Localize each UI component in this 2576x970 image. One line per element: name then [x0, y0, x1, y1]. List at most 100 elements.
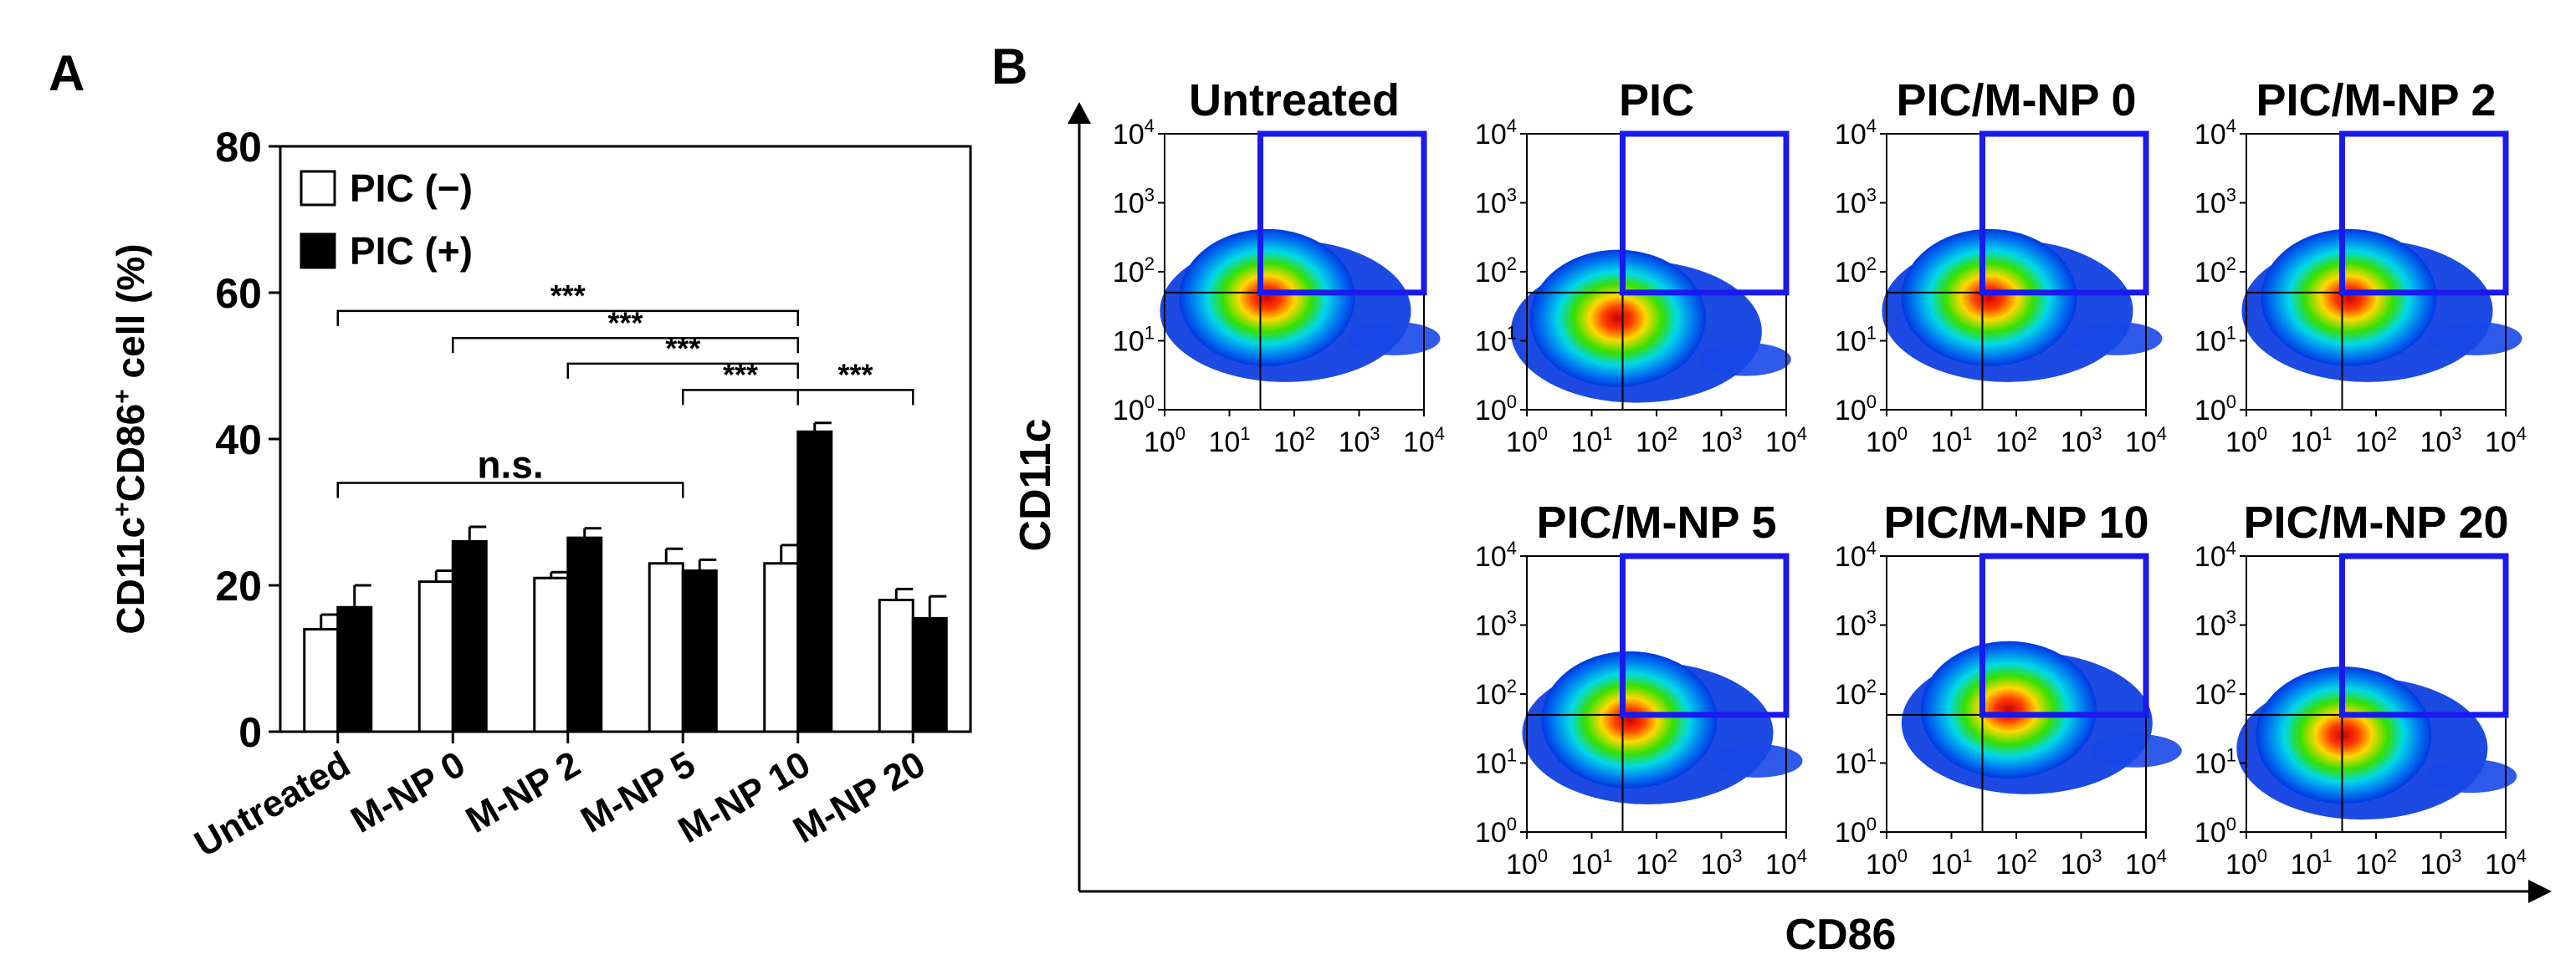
density-tail	[1710, 743, 1803, 778]
tick-exponent: 4	[2157, 845, 2167, 866]
y-tick-label: 104	[1475, 538, 1517, 573]
y-tick-label: 101	[2194, 745, 2236, 780]
panel-a-label: A	[49, 45, 85, 101]
tick-base: 10	[2194, 119, 2226, 151]
x-tick-label: 103	[2420, 845, 2461, 881]
tick-base: 10	[1273, 426, 1305, 458]
x-tick-label: 101	[1570, 845, 1612, 881]
x-tick-label: 103	[1338, 423, 1380, 458]
significance-bracket	[336, 482, 684, 498]
tick-base: 10	[1113, 395, 1145, 426]
x-tick-label: 100	[1506, 423, 1548, 458]
x-tick-label: 104	[2125, 845, 2167, 881]
tick-exponent: 3	[2226, 607, 2236, 628]
y-tick-label: 103	[2194, 185, 2236, 220]
y-tick-label: 102	[1113, 253, 1155, 288]
y-tick-label: 60	[215, 270, 262, 317]
tick-exponent: 2	[2027, 845, 2037, 866]
legend-label: PIC (−)	[350, 166, 473, 210]
y-tick-label: 104	[2194, 538, 2236, 573]
y-tick-label: 103	[1835, 185, 1877, 220]
tick-exponent: 1	[1507, 745, 1517, 766]
tick-base: 10	[1835, 395, 1867, 426]
tick-base: 10	[2225, 849, 2257, 881]
y-tick-label: 102	[1475, 253, 1517, 288]
tick-exponent: 2	[1145, 253, 1155, 274]
tick-base: 10	[2290, 849, 2322, 881]
tick-exponent: 4	[1145, 115, 1155, 136]
y-tick-label: 102	[1835, 676, 1877, 711]
y-tick-label: 102	[2194, 676, 2236, 711]
density-core	[1541, 651, 1718, 789]
tick-exponent: 0	[1867, 391, 1877, 412]
tick-exponent: 4	[1797, 845, 1807, 866]
y-tick-label: 103	[1835, 607, 1877, 642]
x-tick-label: 103	[2060, 845, 2102, 881]
x-tick-label: 102	[2355, 423, 2397, 458]
y-tick-label: 104	[1835, 115, 1877, 151]
tick-base: 10	[1835, 119, 1867, 151]
x-tick-label: 103	[2060, 423, 2102, 458]
tick-base: 10	[1765, 426, 1797, 458]
tick-base: 10	[2194, 817, 2226, 849]
flow-plot-title: PIC/M-NP 20	[2243, 498, 2508, 548]
tick-exponent: 0	[1897, 423, 1908, 444]
y-tick-label: 0	[238, 709, 262, 756]
y-tick-label: 100	[1475, 391, 1517, 426]
tick-exponent: 1	[1867, 745, 1877, 766]
x-category-label: M-NP 2	[459, 743, 587, 841]
x-tick-label: 101	[1930, 423, 1972, 458]
y-tick-label: 101	[1475, 745, 1517, 780]
tick-exponent: 1	[2322, 845, 2332, 866]
tick-base: 10	[1475, 188, 1507, 220]
tick-base: 10	[1570, 849, 1602, 881]
tick-exponent: 1	[2226, 745, 2236, 766]
tick-exponent: 0	[1145, 391, 1155, 412]
y-axis-label-part: CD11c	[109, 517, 152, 635]
tick-base: 10	[1113, 119, 1145, 151]
x-tick-label: 104	[2485, 845, 2527, 881]
y-tick-label: 100	[1835, 391, 1877, 426]
flow-plot: PIC/M-NP 2010010010110110210210310310410…	[2194, 498, 2527, 881]
panel-b-flow-plots: CD11cCD86Untreated1001001011011021021031…	[1011, 75, 2552, 959]
cd11c-axis-label: CD11c	[1011, 419, 1060, 552]
tick-base: 10	[2125, 849, 2157, 881]
y-tick-label: 104	[1475, 115, 1517, 151]
tick-exponent: 2	[1867, 676, 1877, 697]
superscript: +	[109, 502, 136, 517]
tick-exponent: 2	[2027, 423, 2037, 444]
tick-exponent: 3	[1867, 607, 1877, 628]
y-tick-label: 101	[1835, 745, 1877, 780]
superscript: +	[109, 389, 136, 404]
bar	[533, 576, 570, 733]
y-tick-label: 100	[2194, 391, 2236, 426]
tick-exponent: 0	[1867, 814, 1877, 835]
bar	[417, 580, 454, 733]
x-tick-label: 101	[1570, 423, 1612, 458]
tick-base: 10	[1835, 679, 1867, 711]
tick-base: 10	[1475, 541, 1507, 573]
tick-base: 10	[2420, 849, 2451, 881]
tick-exponent: 0	[1507, 391, 1517, 412]
tick-exponent: 4	[2226, 115, 2236, 136]
tick-exponent: 1	[1962, 423, 1972, 444]
gate-box	[1619, 130, 1790, 296]
gate-box	[2338, 130, 2509, 296]
x-tick-label: 104	[1765, 423, 1807, 458]
x-tick-label: 104	[1765, 845, 1807, 881]
cd11c-axis-arrow	[1068, 102, 1091, 124]
tick-base: 10	[2485, 849, 2517, 881]
significance-bracket	[566, 362, 799, 379]
tick-exponent: 1	[1867, 323, 1877, 344]
tick-base: 10	[1995, 426, 2027, 458]
x-tick-label: 102	[2355, 845, 2397, 881]
tick-base: 10	[2290, 426, 2322, 458]
density-core	[1920, 641, 2097, 779]
tick-base: 10	[1144, 426, 1175, 458]
gate-box	[1619, 553, 1790, 718]
tick-exponent: 1	[1507, 323, 1517, 344]
tick-exponent: 2	[2226, 253, 2236, 274]
density-tail	[2430, 321, 2522, 355]
